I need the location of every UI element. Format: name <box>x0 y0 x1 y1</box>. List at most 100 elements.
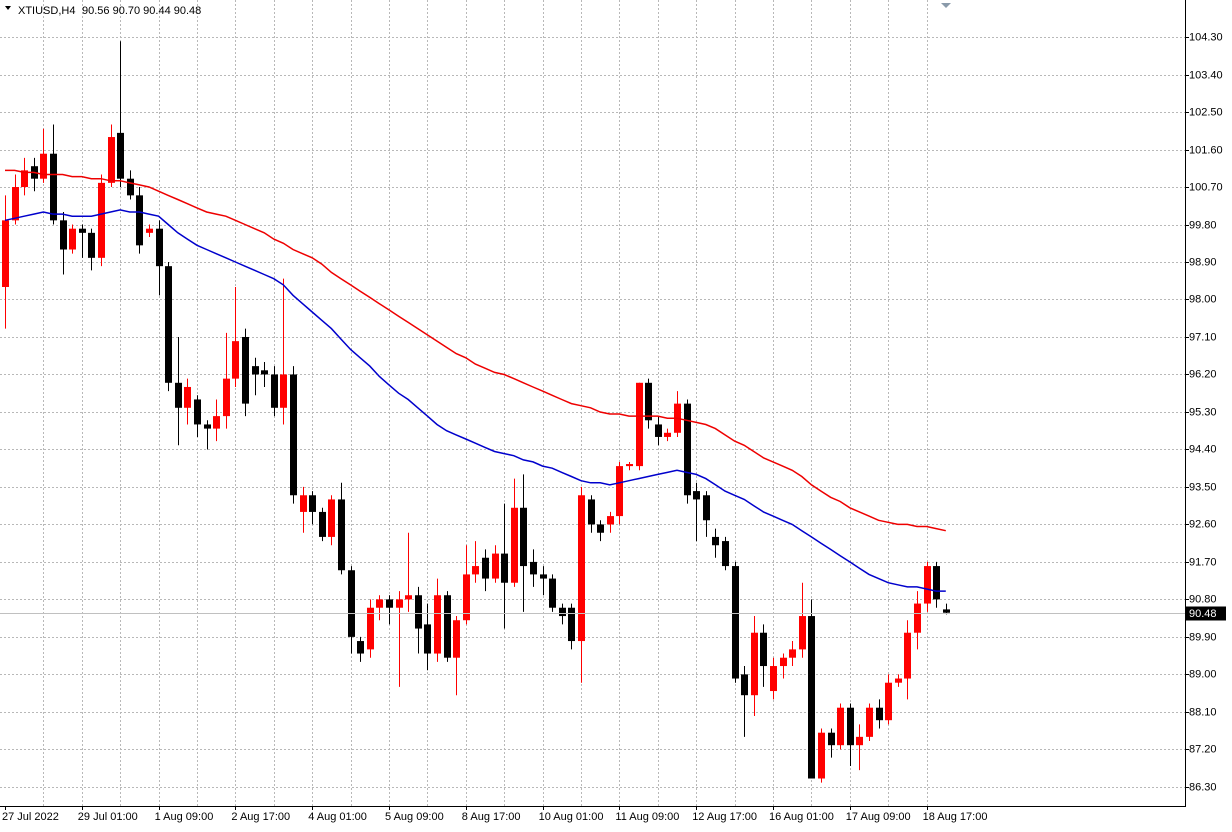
x-tick-label: 11 Aug 09:00 <box>615 811 679 823</box>
candle-body <box>156 228 163 267</box>
candle-body <box>828 732 835 746</box>
candle-body <box>232 341 239 379</box>
y-tick-label: 103.40 <box>1189 69 1223 81</box>
x-tick-label: 2 Aug 17:00 <box>231 811 290 823</box>
candle-body <box>453 620 460 658</box>
candle-body <box>664 432 671 437</box>
moving-average-line <box>5 169 946 532</box>
grid <box>0 0 1185 806</box>
y-tick-label: 91.70 <box>1189 556 1217 568</box>
y-tick-label: 102.50 <box>1189 106 1223 118</box>
candle-body <box>789 649 796 658</box>
y-tick-label: 89.90 <box>1189 631 1217 643</box>
candle-body <box>876 707 883 721</box>
candle-body <box>40 153 47 179</box>
candle-body <box>549 578 556 608</box>
candle-body <box>367 607 374 650</box>
y-tick-label: 95.30 <box>1189 406 1217 418</box>
candle-body <box>616 466 623 517</box>
candle-body <box>2 220 9 287</box>
candle-body <box>79 228 86 233</box>
candle-body <box>693 491 700 500</box>
candle-body <box>568 607 575 642</box>
candle-body <box>597 524 604 533</box>
y-tick-label: 100.70 <box>1189 181 1223 193</box>
candle-body <box>165 266 172 383</box>
shift-marker <box>941 3 951 8</box>
candle-body <box>933 566 940 600</box>
candle-body <box>703 495 710 521</box>
candle-body <box>808 616 815 779</box>
candle-body <box>645 382 652 421</box>
candle-body <box>194 399 201 425</box>
candle-body <box>290 374 297 496</box>
candle-body <box>684 403 691 496</box>
candle-body <box>357 641 364 654</box>
candle-body <box>655 424 662 437</box>
x-tick-label: 10 Aug 01:00 <box>539 811 604 823</box>
x-tick-label: 29 Jul 01:00 <box>78 811 138 823</box>
candle-body <box>895 678 902 683</box>
candle-body <box>741 674 748 696</box>
candle-body <box>492 553 499 579</box>
candle-body <box>60 220 67 250</box>
current-price-label: 90.48 <box>1189 608 1217 620</box>
candle-body <box>98 182 105 258</box>
candle-body <box>280 374 287 408</box>
candle-body <box>924 566 931 604</box>
candle-body <box>856 736 863 746</box>
x-tick-label: 1 Aug 09:00 <box>155 811 214 823</box>
x-tick-label: 5 Aug 09:00 <box>385 811 444 823</box>
y-tick-label: 86.30 <box>1189 781 1217 793</box>
candle-body <box>482 557 489 579</box>
y-tick-label: 89.00 <box>1189 668 1217 680</box>
y-tick-label: 98.90 <box>1189 256 1217 268</box>
candle-body <box>444 595 451 658</box>
candle-body <box>732 566 739 679</box>
candle-body <box>127 178 134 196</box>
x-tick-label: 4 Aug 01:00 <box>308 811 367 823</box>
moving-average-line <box>4 209 946 592</box>
y-tick-label: 98.00 <box>1189 293 1217 305</box>
y-tick-label: 92.60 <box>1189 518 1217 530</box>
candle-body <box>712 536 719 546</box>
candle-body <box>136 195 143 246</box>
candle-body <box>463 574 470 621</box>
candle-body <box>540 574 547 579</box>
candle-body <box>175 382 182 408</box>
candle-body <box>472 566 479 575</box>
plot <box>2 41 950 783</box>
candle-body <box>818 732 825 779</box>
candle-body <box>530 561 537 575</box>
candle-body <box>319 511 326 537</box>
candle-body <box>108 137 115 183</box>
candle-body <box>88 232 95 258</box>
candle-body <box>424 624 431 654</box>
candle-body <box>722 541 729 567</box>
y-tick-label: 97.10 <box>1189 331 1217 343</box>
candle-body <box>271 374 278 408</box>
y-tick-label: 87.20 <box>1189 743 1217 755</box>
candle-body <box>242 336 249 404</box>
menu-arrow <box>5 6 11 10</box>
candle-body <box>146 228 153 233</box>
y-tick-label: 101.60 <box>1189 144 1223 156</box>
candle-body <box>588 499 595 525</box>
y-tick-label: 88.10 <box>1189 706 1217 718</box>
candle-body <box>204 424 211 429</box>
candle-body <box>780 657 787 667</box>
candle-body <box>837 707 844 746</box>
candle-body <box>348 570 355 637</box>
candle-body <box>386 599 393 608</box>
candle-body <box>511 507 518 583</box>
candle-body <box>12 187 19 221</box>
candle-body <box>405 595 412 600</box>
candle-body <box>117 132 124 179</box>
y-tick-label: 96.20 <box>1189 368 1217 380</box>
y-tick-label: 99.80 <box>1189 219 1217 231</box>
candle-body <box>760 632 767 667</box>
candle-body <box>328 499 335 537</box>
candle-body <box>376 599 383 608</box>
x-tick-label: 8 Aug 17:00 <box>462 811 521 823</box>
